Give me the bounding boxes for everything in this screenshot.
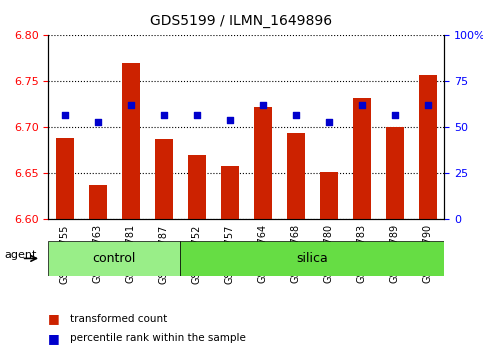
FancyBboxPatch shape: [48, 241, 180, 276]
Bar: [320, 172, 338, 219]
Bar: [221, 166, 239, 219]
Bar: [188, 155, 206, 219]
Point: [127, 103, 135, 108]
Bar: [287, 133, 305, 219]
Point: [226, 117, 234, 123]
Bar: [419, 75, 437, 219]
Bar: [56, 138, 74, 219]
Point: [259, 103, 267, 108]
Bar: [353, 98, 371, 219]
Point: [424, 103, 432, 108]
Text: silica: silica: [297, 252, 328, 265]
Point: [325, 119, 333, 125]
Text: transformed count: transformed count: [70, 314, 167, 324]
Point: [94, 119, 102, 125]
Text: ■: ■: [48, 312, 60, 325]
Point: [160, 112, 168, 118]
Text: GDS5199 / ILMN_1649896: GDS5199 / ILMN_1649896: [150, 14, 333, 28]
Point: [61, 112, 69, 118]
Text: agent: agent: [5, 250, 37, 260]
Bar: [254, 107, 272, 219]
Point: [391, 112, 399, 118]
Point: [193, 112, 201, 118]
FancyBboxPatch shape: [180, 241, 444, 276]
Bar: [386, 127, 404, 219]
Point: [358, 103, 366, 108]
Bar: [155, 139, 173, 219]
Text: control: control: [93, 252, 136, 265]
Bar: [89, 185, 107, 219]
Bar: [122, 63, 140, 219]
Text: percentile rank within the sample: percentile rank within the sample: [70, 333, 246, 343]
Text: ■: ■: [48, 332, 60, 344]
Point: [292, 112, 299, 118]
